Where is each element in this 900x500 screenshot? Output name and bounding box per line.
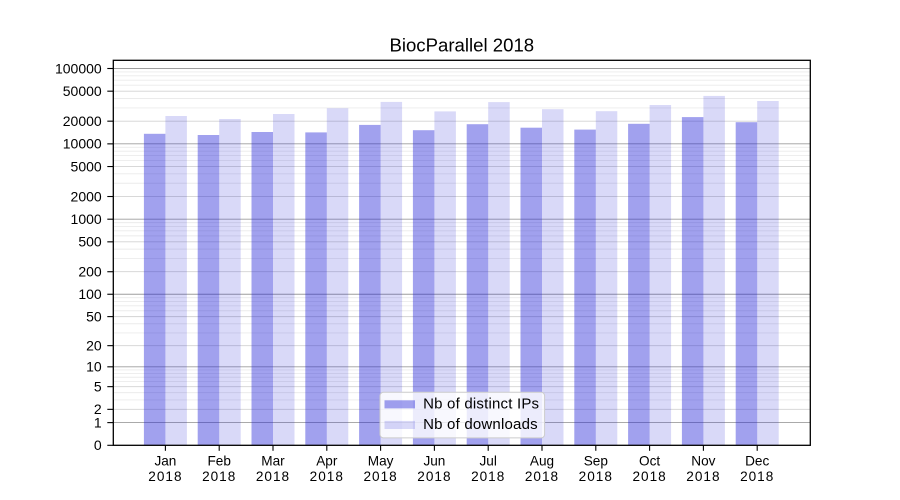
svg-text:20: 20	[86, 337, 102, 353]
svg-text:1000: 1000	[71, 211, 102, 227]
svg-text:Jul: Jul	[480, 454, 497, 469]
svg-text:200: 200	[78, 264, 102, 280]
svg-text:Apr: Apr	[316, 454, 338, 469]
svg-text:Sep: Sep	[584, 454, 608, 469]
svg-text:100: 100	[78, 286, 102, 302]
svg-text:Jan: Jan	[154, 454, 176, 469]
svg-text:2000: 2000	[71, 188, 102, 204]
svg-text:2018: 2018	[471, 469, 505, 484]
svg-text:2018: 2018	[310, 469, 344, 484]
svg-text:2018: 2018	[579, 469, 613, 484]
svg-text:500: 500	[78, 234, 102, 250]
svg-text:10: 10	[86, 359, 102, 375]
svg-text:2018: 2018	[256, 469, 290, 484]
svg-text:50: 50	[86, 308, 102, 324]
svg-text:2018: 2018	[525, 469, 559, 484]
svg-text:Mar: Mar	[261, 454, 285, 469]
svg-text:50000: 50000	[63, 83, 102, 99]
svg-text:0: 0	[94, 437, 102, 453]
svg-text:Nb of distinct IPs: Nb of distinct IPs	[423, 395, 539, 412]
svg-text:1: 1	[94, 414, 102, 430]
svg-text:2018: 2018	[202, 469, 236, 484]
svg-text:May: May	[368, 454, 394, 469]
svg-text:Dec: Dec	[745, 454, 769, 469]
svg-text:Oct: Oct	[639, 454, 660, 469]
svg-text:2018: 2018	[686, 469, 720, 484]
svg-text:5: 5	[94, 378, 102, 394]
svg-text:100000: 100000	[55, 60, 102, 76]
svg-text:2018: 2018	[148, 469, 182, 484]
svg-text:Jun: Jun	[423, 454, 445, 469]
svg-text:20000: 20000	[63, 113, 102, 129]
svg-text:2: 2	[94, 401, 102, 417]
svg-text:Feb: Feb	[207, 454, 230, 469]
svg-text:5000: 5000	[71, 158, 102, 174]
svg-text:Nov: Nov	[691, 454, 715, 469]
svg-text:BiocParallel 2018: BiocParallel 2018	[389, 35, 534, 56]
svg-text:10000: 10000	[63, 136, 102, 152]
svg-text:2018: 2018	[417, 469, 451, 484]
svg-text:2018: 2018	[740, 469, 774, 484]
svg-text:2018: 2018	[363, 469, 397, 484]
svg-text:Nb of downloads: Nb of downloads	[423, 416, 538, 433]
svg-text:Aug: Aug	[530, 454, 554, 469]
svg-text:2018: 2018	[632, 469, 666, 484]
